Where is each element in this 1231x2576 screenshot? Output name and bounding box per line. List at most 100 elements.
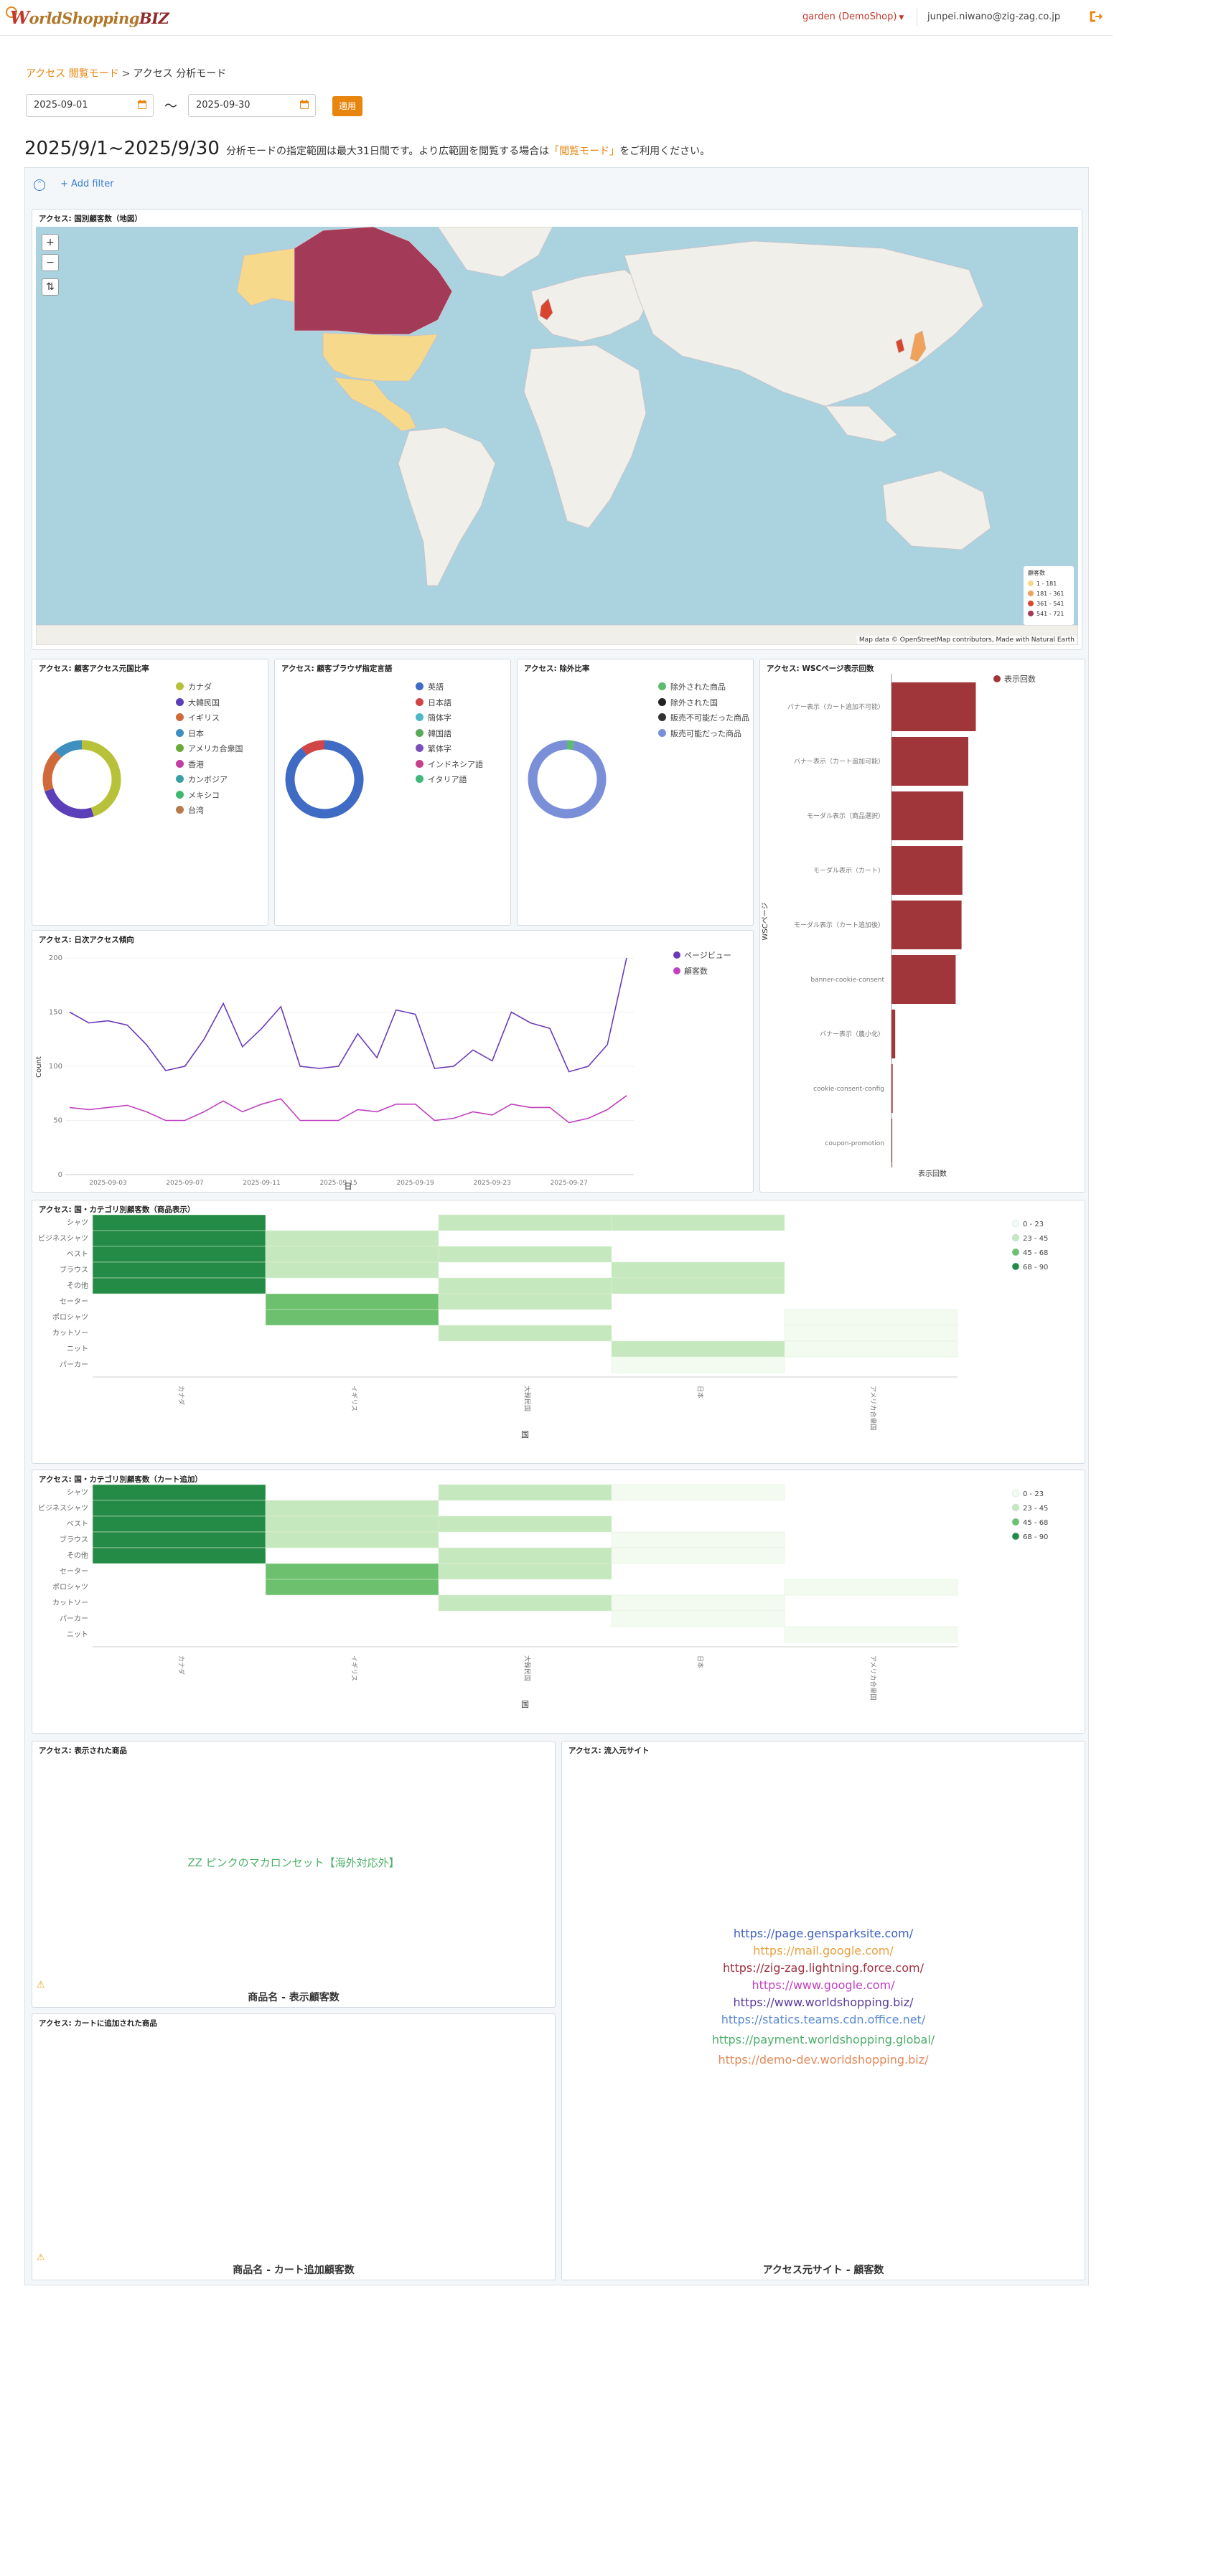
bar[interactable]: [891, 955, 956, 1004]
heatmap-cell[interactable]: [611, 1214, 785, 1231]
view-mode-link[interactable]: 「閲覧モード」: [549, 146, 620, 157]
start-date-input[interactable]: 2025-09-01: [26, 94, 154, 117]
app-logo[interactable]: WorldShoppingBIZ: [10, 7, 169, 28]
referrer-site-word[interactable]: https://statics.teams.cdn.office.net/: [721, 2013, 926, 2026]
legend-item[interactable]: 販売可能だった商品: [658, 728, 741, 739]
legend-item[interactable]: 除外された国: [658, 697, 718, 708]
legend-item[interactable]: 販売不可能だった商品: [658, 712, 749, 723]
heatmap-cell[interactable]: [265, 1515, 439, 1533]
heatmap-cell[interactable]: [92, 1547, 266, 1564]
world-map[interactable]: + − ⇅ 顧客数 1 - 181 181 - 361 361 - 541 54…: [36, 227, 1078, 645]
heatmap-cell[interactable]: [611, 1277, 785, 1294]
heatmap-cell[interactable]: [611, 1356, 785, 1373]
donut-slice[interactable]: [566, 740, 575, 751]
donut-slice[interactable]: [285, 740, 364, 819]
legend-item[interactable]: 韓国語: [416, 728, 451, 739]
heatmap-cell[interactable]: [265, 1500, 439, 1517]
heatmap-cell[interactable]: [611, 1484, 785, 1501]
series-line[interactable]: [69, 1095, 627, 1124]
heatmap-cell[interactable]: [438, 1214, 612, 1231]
referrer-site-word[interactable]: https://payment.worldshopping.global/: [711, 2033, 935, 2046]
heatmap-cell[interactable]: [438, 1563, 612, 1580]
heatmap-cell[interactable]: [611, 1594, 785, 1612]
legend-item[interactable]: 日本語: [416, 697, 451, 708]
legend-item[interactable]: カナダ: [176, 681, 212, 692]
heatmap-cell[interactable]: [438, 1277, 612, 1294]
legend-item[interactable]: アメリカ合衆国: [176, 743, 243, 754]
viewed-product-word[interactable]: ZZ ピンクのマカロンセット【海外対応外】: [187, 1856, 400, 1869]
logout-icon[interactable]: [1087, 9, 1104, 26]
end-date-input[interactable]: 2025-09-30: [188, 94, 316, 117]
heatmap-cell[interactable]: [92, 1246, 266, 1263]
heatmap-cell[interactable]: [265, 1230, 439, 1247]
heatmap-cell[interactable]: [611, 1261, 785, 1279]
zoom-in-button[interactable]: +: [42, 234, 59, 251]
heatmap-cell[interactable]: [92, 1277, 266, 1294]
add-filter-button[interactable]: + Add filter: [60, 179, 114, 189]
heatmap-cell[interactable]: [92, 1515, 266, 1533]
legend-item[interactable]: 香港: [176, 758, 204, 770]
legend-item[interactable]: 日本: [176, 728, 204, 739]
heatmap-cell[interactable]: [784, 1626, 958, 1643]
bar[interactable]: [891, 1119, 893, 1167]
referrer-site-word[interactable]: https://www.google.com/: [752, 1978, 895, 1992]
heatmap-cell[interactable]: [784, 1325, 958, 1342]
heatmap-cell[interactable]: [265, 1579, 439, 1596]
heatmap-cell[interactable]: [438, 1515, 612, 1533]
referrer-site-word[interactable]: https://demo-dev.worldshopping.biz/: [718, 2053, 929, 2067]
heatmap-cell[interactable]: [265, 1293, 439, 1310]
referrer-site-word[interactable]: https://zig-zag.lightning.force.com/: [723, 1961, 924, 1975]
heatmap-cell[interactable]: [611, 1547, 785, 1564]
heatmap-cell[interactable]: [265, 1246, 439, 1263]
heatmap-cell[interactable]: [92, 1261, 266, 1279]
heatmap-cell[interactable]: [92, 1484, 266, 1501]
heatmap-cell[interactable]: [265, 1261, 439, 1279]
referrer-site-word[interactable]: https://www.worldshopping.biz/: [733, 1996, 914, 2009]
heatmap-cell[interactable]: [265, 1563, 439, 1580]
donut-slice[interactable]: [45, 788, 94, 819]
heatmap-cell[interactable]: [784, 1309, 958, 1326]
donut-slice[interactable]: [55, 740, 83, 758]
referrer-site-word[interactable]: https://mail.google.com/: [753, 1944, 894, 1957]
bar[interactable]: [891, 737, 968, 786]
zoom-out-button[interactable]: −: [42, 254, 59, 271]
apply-button[interactable]: 適用: [332, 96, 362, 116]
heatmap-cell[interactable]: [92, 1230, 266, 1247]
heatmap-cell[interactable]: [438, 1547, 612, 1564]
heatmap-cell[interactable]: [265, 1309, 439, 1326]
breadcrumb-view-mode-link[interactable]: アクセス 閲覧モード: [26, 68, 119, 80]
legend-item[interactable]: 簡体字: [416, 712, 451, 723]
heatmap-cell[interactable]: [438, 1484, 612, 1501]
heatmap-cell[interactable]: [611, 1531, 785, 1548]
legend-item[interactable]: インドネシア語: [416, 758, 483, 770]
legend-item[interactable]: イタリア語: [416, 774, 467, 785]
legend-item[interactable]: メキシコ: [176, 789, 220, 801]
heatmap-cell[interactable]: [611, 1610, 785, 1627]
reset-view-button[interactable]: ⇅: [42, 278, 59, 296]
heatmap-cell[interactable]: [92, 1214, 266, 1231]
legend-item[interactable]: 台湾: [176, 804, 204, 816]
bar[interactable]: [891, 1064, 893, 1113]
heatmap-cell[interactable]: [92, 1500, 266, 1517]
legend-item[interactable]: 繁体字: [416, 743, 451, 754]
bar[interactable]: [891, 682, 976, 731]
heatmap-cell[interactable]: [265, 1531, 439, 1548]
tenant-dropdown[interactable]: garden (DemoShop) ▼: [802, 11, 904, 22]
heatmap-cell[interactable]: [92, 1531, 266, 1548]
bar[interactable]: [891, 791, 963, 840]
legend-item[interactable]: 大韓民国: [176, 697, 220, 708]
series-line[interactable]: [69, 957, 627, 1073]
heatmap-cell[interactable]: [438, 1594, 612, 1612]
bar[interactable]: [891, 901, 962, 949]
heatmap-cell[interactable]: [784, 1579, 958, 1596]
heatmap-cell[interactable]: [438, 1325, 612, 1342]
bar[interactable]: [891, 846, 963, 895]
heatmap-cell[interactable]: [784, 1340, 958, 1358]
legend-item[interactable]: カンボジア: [176, 774, 228, 785]
donut-slice[interactable]: [81, 740, 121, 817]
filter-collapse-icon[interactable]: ⌃: [34, 179, 45, 191]
heatmap-cell[interactable]: [438, 1246, 612, 1263]
legend-item[interactable]: イギリス: [176, 712, 220, 723]
donut-slice[interactable]: [42, 751, 62, 791]
legend-item[interactable]: 英語: [416, 681, 444, 692]
